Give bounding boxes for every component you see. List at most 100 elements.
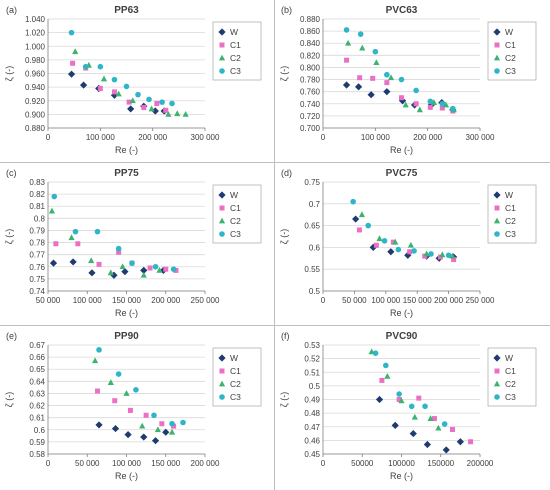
y-tick-label: 0.900 [25, 110, 46, 119]
y-tick-label: 0.7 [309, 200, 321, 209]
legend-marker-c2 [493, 380, 501, 387]
y-tick-label: 0.6 [309, 243, 321, 252]
data-point-c3 [151, 412, 157, 419]
x-tick-label: 50 000 [75, 459, 100, 468]
y-axis-label: ζ (-) [279, 229, 289, 244]
x-tick-label: 50 000 [342, 296, 367, 305]
y-tick-label: 0.78 [29, 239, 45, 248]
y-tick-label: 0.960 [25, 70, 46, 79]
y-tick-label: 0.77 [29, 251, 45, 260]
data-point-c1 [356, 227, 362, 233]
x-tick-label: 200 000 [434, 296, 463, 305]
data-point-c1 [75, 241, 81, 247]
y-tick-label: 0.5 [309, 287, 321, 296]
series-c2 [358, 211, 456, 259]
x-tick-label: 200 000 [138, 133, 167, 142]
series-c3 [68, 29, 175, 107]
data-point-c2 [384, 372, 391, 379]
data-point-c2 [140, 271, 147, 278]
data-point-w [127, 105, 135, 113]
legend-label: C2 [230, 53, 241, 63]
data-point-c3 [72, 228, 79, 235]
legend-marker-c1 [494, 368, 500, 374]
chart-title: PP63 [114, 5, 139, 16]
panel-label: (f) [281, 331, 290, 341]
legend: W C1 C2 C3 [487, 184, 537, 244]
data-point-c3 [372, 350, 379, 356]
series-w [375, 395, 464, 454]
data-point-w [409, 429, 417, 438]
data-point-c1 [399, 95, 404, 101]
data-point-c2 [107, 379, 114, 385]
legend-label: C1 [505, 366, 516, 376]
panel-divider-vertical [274, 0, 275, 490]
data-point-c2 [129, 97, 136, 104]
x-tick-label: 100 000 [361, 133, 390, 142]
data-point-c2 [100, 75, 108, 82]
data-point-c2 [123, 390, 130, 396]
x-tick-label: 0 [46, 459, 51, 468]
y-tick-label: 0.740 [300, 100, 321, 109]
chart-svg: 0.5 0.55 0.6 0.65 0.7 0.75 0 50 000 100 000 150 0… [279, 168, 537, 318]
data-point-c1 [171, 423, 177, 429]
x-axis-label: Re (-) [390, 308, 413, 318]
data-point-c3 [170, 266, 177, 272]
legend-label: C3 [230, 392, 241, 402]
legend-marker-c1 [219, 368, 225, 374]
legend-label: W [230, 190, 238, 200]
data-point-c1 [416, 395, 422, 401]
data-point-w [387, 248, 395, 256]
x-tick-label: 100 000 [73, 296, 102, 305]
x-tick-label: 0 [321, 296, 326, 305]
legend-label: W [505, 190, 513, 200]
legend-label: C1 [230, 366, 241, 376]
data-point-c2 [407, 241, 415, 248]
x-axis-label: Re (-) [115, 471, 138, 481]
y-tick-label: 0.5 [309, 382, 321, 391]
data-point-c3 [439, 100, 446, 107]
chart-panel-d: 0.5 0.55 0.6 0.65 0.7 0.75 0 50 000 100 000 150 0… [275, 163, 550, 326]
data-point-w [49, 259, 58, 267]
data-point-c2 [449, 252, 456, 259]
series-c2 [48, 207, 163, 278]
y-tick-label: 0.74 [29, 287, 45, 296]
x-tick-label: 50 000 [36, 296, 61, 305]
y-tick-label: 0.65 [304, 222, 320, 231]
data-point-c2 [402, 101, 409, 108]
y-tick-label: 0.880 [25, 124, 46, 133]
x-axis-label: Re (-) [115, 145, 138, 155]
data-point-c1 [451, 257, 457, 263]
chart-panel-c: 0.74 0.75 0.76 0.77 0.78 0.79 0.8 0.81 0.82 0.83 5… [0, 163, 275, 326]
legend-marker-c1 [219, 205, 225, 211]
data-point-c3 [159, 99, 165, 105]
x-tick-label: 250 000 [191, 296, 220, 305]
data-point-c2 [427, 415, 434, 421]
data-point-c3 [169, 100, 175, 107]
data-point-w [352, 215, 360, 223]
series-c3 [51, 193, 177, 272]
data-point-c3 [180, 419, 186, 426]
data-point-w [140, 433, 148, 441]
y-tick-label: 0.800 [300, 63, 321, 72]
data-point-c2 [68, 234, 75, 241]
data-point-c3 [51, 193, 58, 200]
legend-label: W [230, 353, 238, 363]
y-tick-label: 0.720 [300, 112, 321, 121]
data-point-c1 [427, 104, 433, 110]
legend-marker-c1 [219, 42, 225, 48]
series-c2 [92, 357, 176, 435]
data-point-c1 [407, 249, 413, 255]
data-point-c1 [357, 75, 363, 81]
data-point-c3 [123, 83, 130, 90]
data-point-c1 [159, 421, 165, 427]
data-point-c2 [411, 413, 418, 420]
legend-label: C2 [505, 53, 516, 63]
data-point-c2 [345, 39, 352, 46]
x-axis-label: Re (-) [390, 145, 413, 155]
x-axis-label: Re (-) [390, 471, 413, 481]
legend-marker-c2 [218, 380, 226, 387]
y-tick-label: 0.48 [304, 409, 320, 418]
y-tick-label: 0.940 [25, 83, 46, 92]
data-point-c1 [439, 105, 445, 111]
data-point-c1 [431, 416, 437, 422]
